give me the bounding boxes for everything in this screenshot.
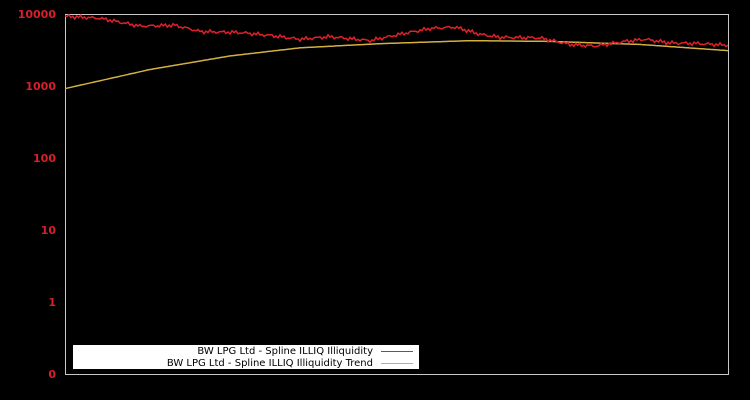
trend-series-line [64, 39, 729, 90]
y-tick-label: 1 [48, 296, 56, 309]
plot-frame [65, 14, 729, 375]
y-tick-label: 0 [48, 368, 56, 381]
y-tick-label: 1000 [25, 80, 56, 93]
legend-swatch-gold [381, 362, 413, 364]
y-tick-label: 10000 [17, 8, 56, 21]
legend: BW LPG Ltd - Spline ILLIQ Illiquidity BW… [73, 345, 419, 369]
legend-item-illiquidity: BW LPG Ltd - Spline ILLIQ Illiquidity [197, 345, 413, 357]
legend-label: BW LPG Ltd - Spline ILLIQ Illiquidity [197, 345, 373, 357]
legend-item-trend: BW LPG Ltd - Spline ILLIQ Illiquidity Tr… [167, 357, 413, 369]
y-tick-label: 10 [40, 224, 56, 237]
illiquidity-series-line [64, 13, 729, 48]
y-tick-label: 100 [33, 152, 56, 165]
legend-label: BW LPG Ltd - Spline ILLIQ Illiquidity Tr… [166, 357, 373, 369]
legend-swatch-red [381, 350, 413, 352]
